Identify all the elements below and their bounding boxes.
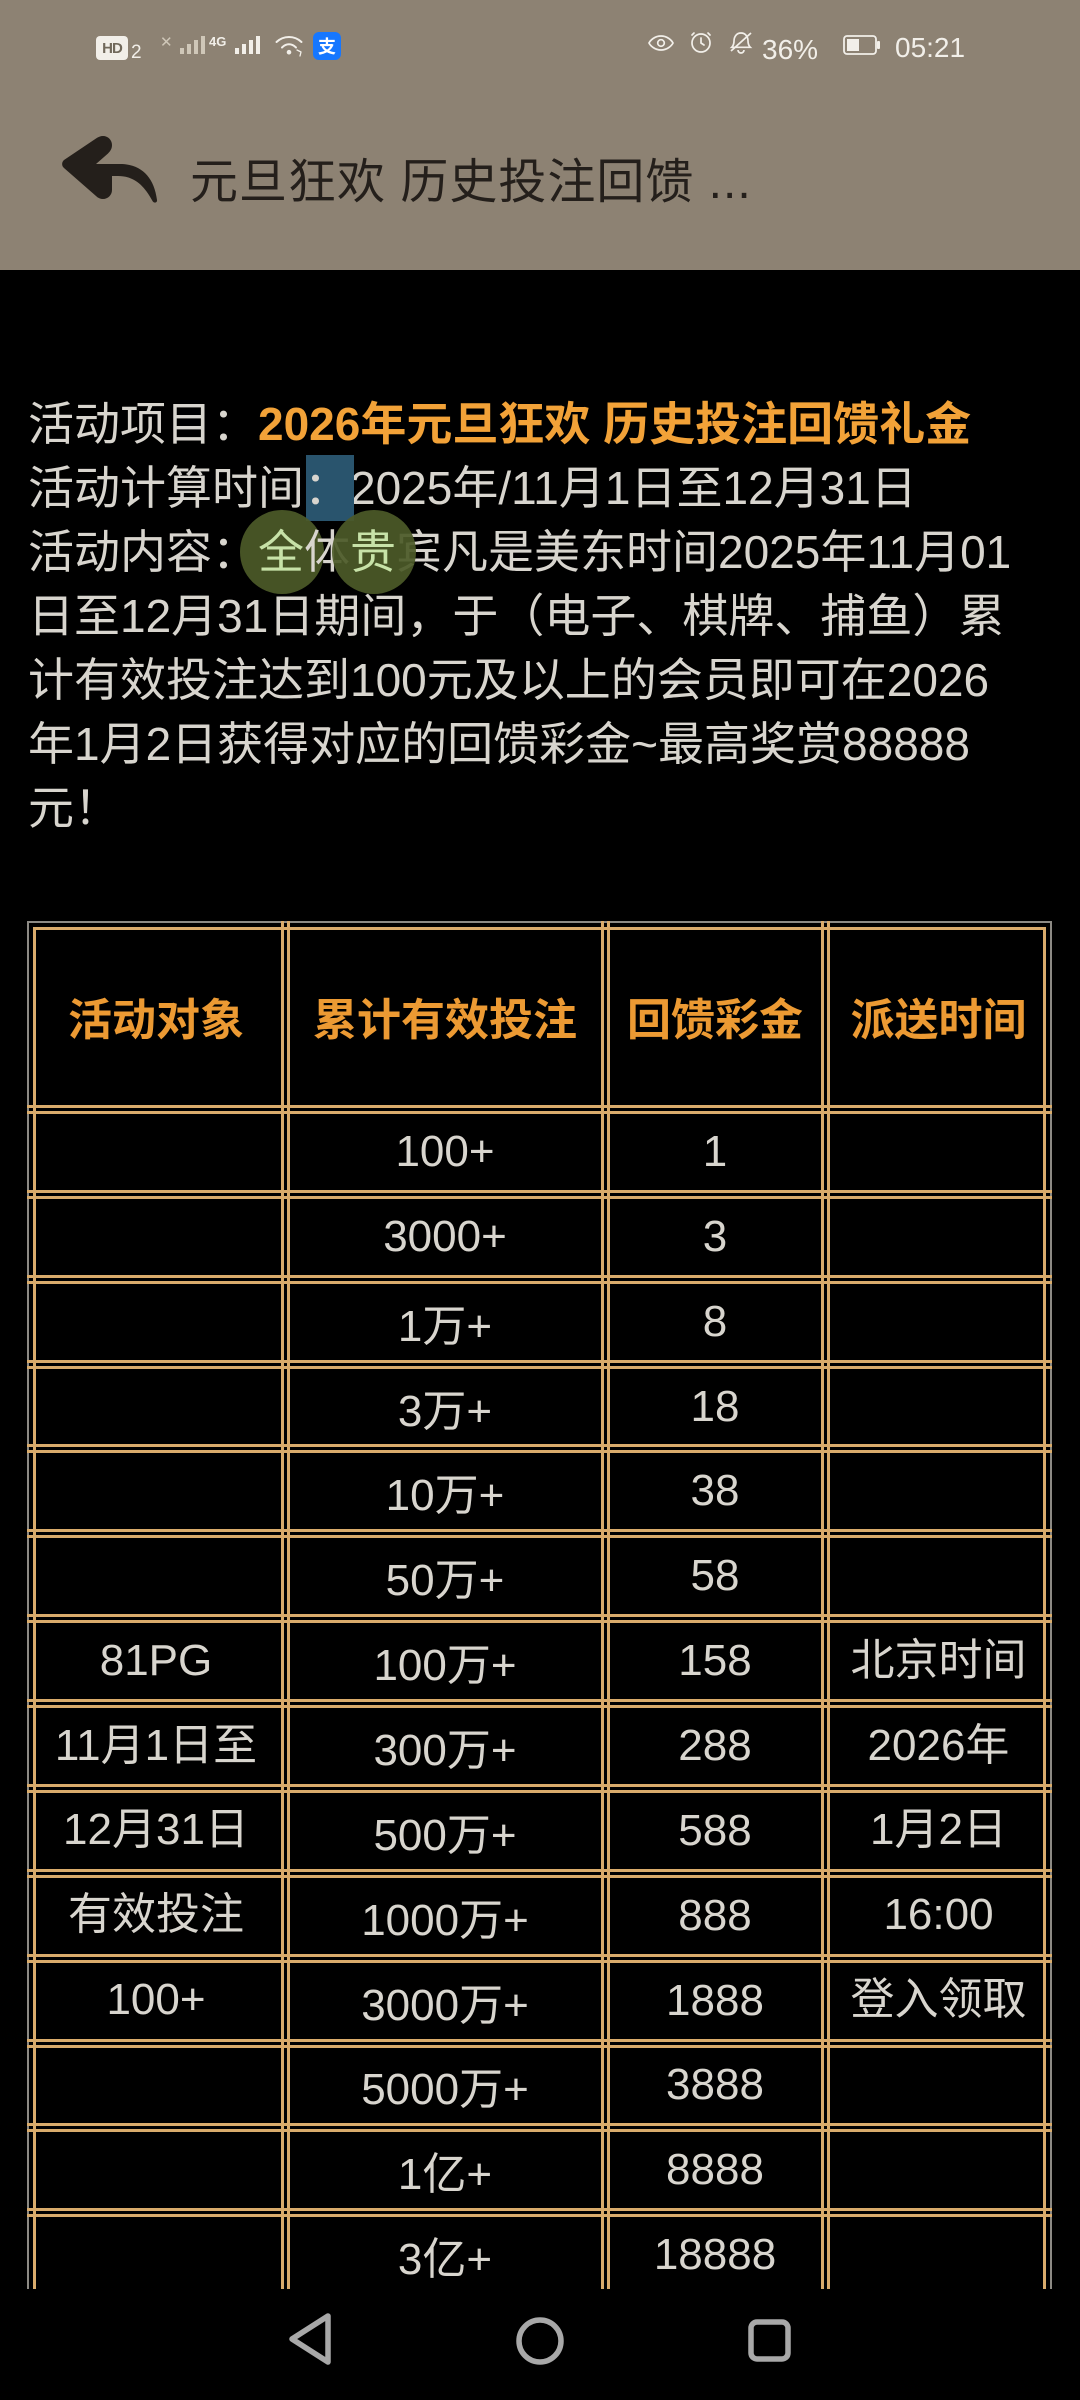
svg-text:✕: ✕	[160, 34, 173, 51]
svg-text:4G: 4G	[209, 34, 226, 49]
